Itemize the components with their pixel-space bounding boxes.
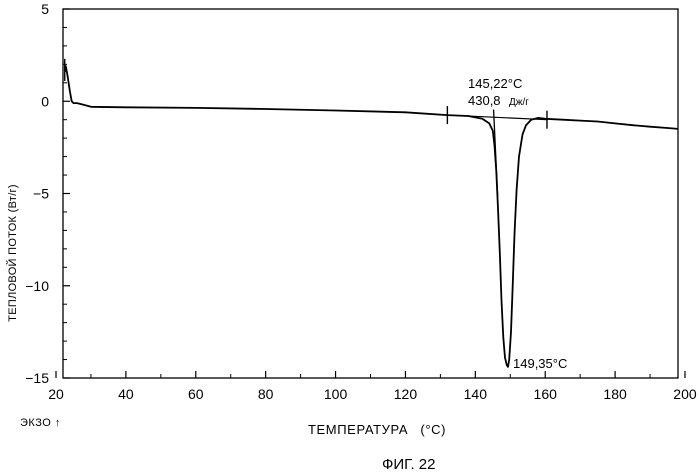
x-tick-label: 100 [324,386,348,402]
x-tick-label: 60 [188,386,204,402]
y-tick-label: 0 [41,93,49,109]
onset-temperature-label: 145,22°C [468,76,522,91]
y-axis-label: ТЕПЛОВОЙ ПОТОК (Вт/г) [6,184,19,322]
x-tick-label: 80 [258,386,274,402]
enthalpy-value-label: 430,8 [468,93,501,108]
plot-area-frame [63,9,678,378]
y-tick-label: −10 [25,278,49,294]
x-tick-label: 160 [534,386,558,402]
x-tick-label: 200 [673,386,697,402]
y-tick-label: −5 [33,186,49,202]
x-tick-label: 20 [48,386,64,402]
x-tick-label: 180 [603,386,627,402]
x-axis-label-text: ТЕМПЕРАТУРА [308,422,408,437]
x-tick-label: 120 [394,386,418,402]
enthalpy-unit-label: Дж/г [509,97,529,108]
heat-flow-curve [65,66,678,367]
exo-direction-label: ЭКЗО ↑ [20,417,61,429]
x-axis-label-unit: (°C) [420,422,446,437]
x-axis-label: ТЕМПЕРАТУРА (°C) [308,422,446,437]
y-tick-label: 5 [41,1,49,17]
figure-caption: ФИГ. 22 [382,456,436,473]
y-tick-label: −15 [25,370,49,386]
x-tick-label: 140 [464,386,488,402]
peak-temperature-label: 149,35°C [513,356,567,371]
x-tick-label: 40 [118,386,134,402]
x-axis-ticks: 20 40 60 80 100 120 140 160 180 200 [48,371,697,402]
